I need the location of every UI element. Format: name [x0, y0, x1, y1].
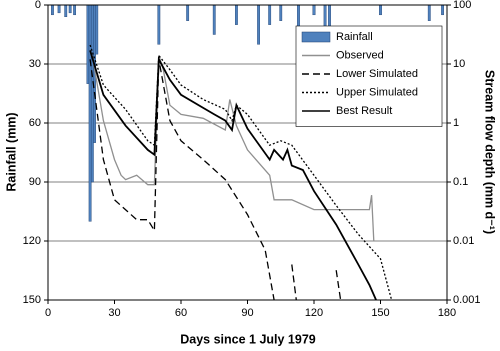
- x-tick-label: 60: [175, 307, 187, 319]
- rain-bar: [64, 4, 68, 18]
- rain-bar: [427, 4, 431, 21]
- y2-tick-label: 0.1: [453, 176, 468, 188]
- flow-line: [91, 55, 375, 242]
- rain-bar: [57, 4, 61, 14]
- rain-bar: [73, 4, 77, 16]
- rain-bar: [441, 4, 444, 16]
- legend-box: [295, 25, 443, 127]
- legend-swatch: [301, 31, 331, 43]
- rain-bar: [257, 4, 260, 45]
- legend-label: Upper Simulated: [336, 86, 418, 98]
- rain-bar: [268, 4, 272, 25]
- flow-line: [89, 44, 393, 301]
- rain-bar: [279, 4, 283, 21]
- rain-bar: [379, 4, 382, 16]
- y-tick-label: 60: [29, 117, 41, 129]
- y2-tick-label: 10: [453, 58, 465, 70]
- y2-axis-title: Stream flow depth (mm d⁻¹): [483, 70, 497, 234]
- y-tick-label: 90: [29, 176, 41, 188]
- rain-bar: [186, 4, 190, 21]
- x-tick-label: 120: [305, 307, 323, 319]
- rain-bar: [312, 4, 316, 16]
- x-tick-label: 0: [45, 307, 51, 319]
- y2-tick-label: 0.001: [453, 294, 481, 306]
- y2-tick-label: 0.01: [453, 235, 474, 247]
- y2-tick-label: 100: [453, 0, 471, 11]
- legend-label: Lower Simulated: [336, 68, 418, 80]
- x-axis-title: Days since 1 July 1979: [180, 332, 316, 346]
- rain-bar: [95, 4, 99, 55]
- legend-label: Observed: [336, 49, 384, 61]
- y2-tick-label: 1: [453, 117, 459, 129]
- rain-bar: [68, 4, 72, 14]
- y-tick-label: 30: [29, 58, 41, 70]
- legend-label: Rainfall: [336, 31, 373, 43]
- y-axis-title: Rainfall (mm): [4, 112, 18, 191]
- rain-bar: [323, 4, 327, 29]
- legend-label: Best Result: [336, 105, 392, 117]
- flow-line: [89, 50, 377, 301]
- y-tick-label: 0: [35, 0, 41, 11]
- plot-border: [47, 4, 448, 301]
- x-tick-label: 180: [438, 307, 456, 319]
- x-tick-label: 30: [108, 307, 120, 319]
- x-tick-label: 150: [371, 307, 389, 319]
- rain-bar: [51, 4, 54, 16]
- rain-bar: [212, 4, 216, 35]
- rain-bar: [157, 4, 161, 45]
- x-tick-label: 90: [241, 307, 253, 319]
- flow-line: [89, 59, 342, 301]
- rain-bar: [235, 4, 238, 25]
- y-tick-label: 150: [23, 294, 41, 306]
- y-tick-label: 120: [23, 235, 41, 247]
